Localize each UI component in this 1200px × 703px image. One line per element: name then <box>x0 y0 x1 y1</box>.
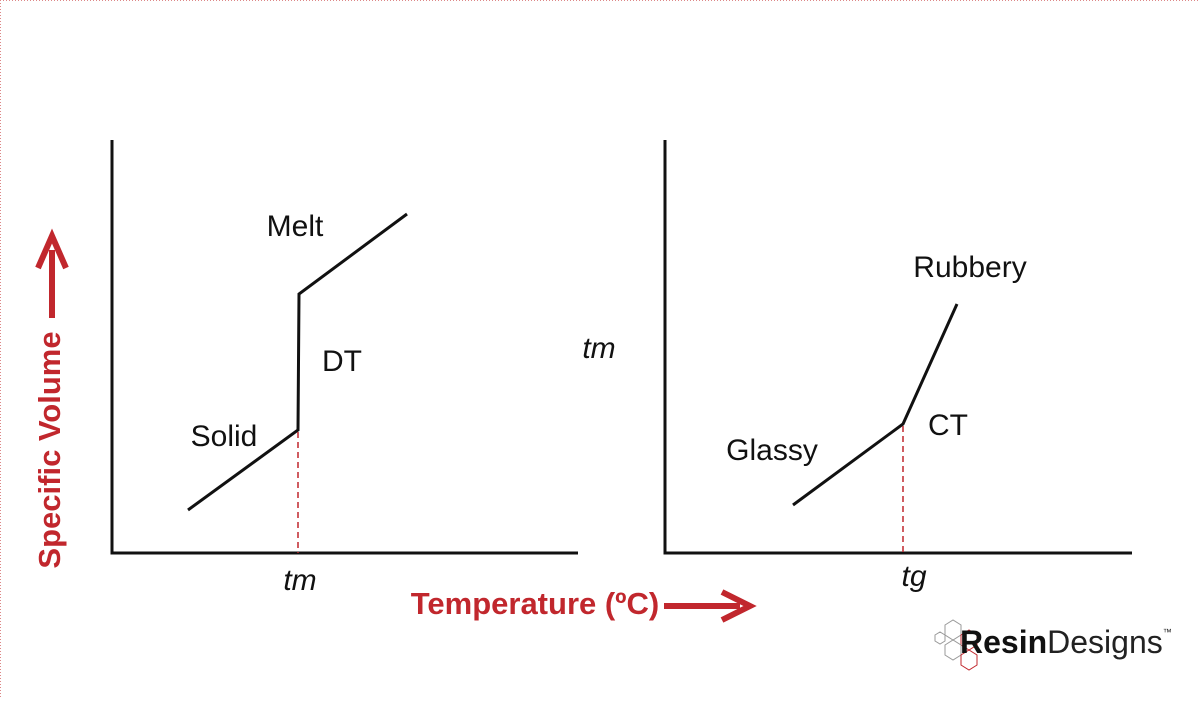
x-arrow <box>664 589 757 623</box>
logo-bold: Resin <box>960 624 1047 660</box>
logo: ResinDesigns™ <box>960 624 1172 660</box>
label: DT <box>322 345 362 378</box>
label: tm <box>283 564 316 597</box>
label: Glassy <box>726 434 818 467</box>
label: CT <box>928 409 968 442</box>
logo-regular: Designs <box>1047 624 1163 660</box>
label: tg <box>901 560 926 593</box>
axes <box>663 140 1132 555</box>
label: Melt <box>267 210 324 243</box>
logo-mark: ™ <box>1163 627 1172 637</box>
curve <box>187 212 408 512</box>
label: Rubbery <box>913 251 1026 284</box>
left-panel <box>110 140 578 555</box>
y-axis-label: Specific Volume <box>32 331 67 568</box>
y-arrow <box>35 228 69 318</box>
label: Solid <box>191 420 258 453</box>
logo-icon <box>934 619 978 671</box>
x-axis-label: Temperature (ºC) <box>411 586 659 621</box>
curve <box>792 303 959 507</box>
axes <box>110 140 578 555</box>
label: tm <box>582 332 615 365</box>
right-panel <box>663 140 1132 555</box>
